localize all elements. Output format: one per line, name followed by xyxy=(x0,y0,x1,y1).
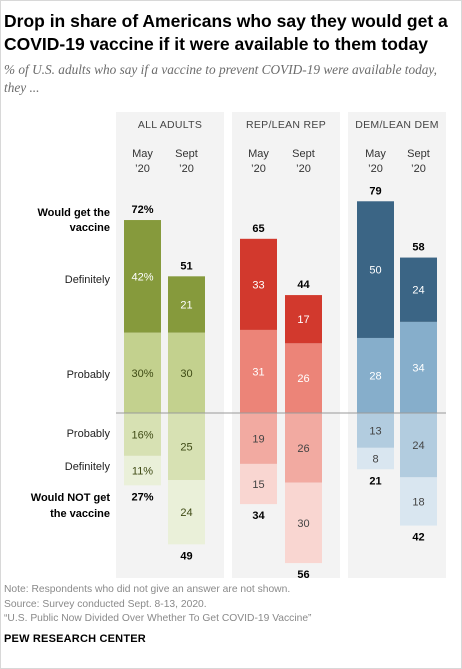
data-label-definitely: 17 xyxy=(297,314,309,326)
data-label-would-not-total: 42 xyxy=(412,532,424,544)
data-label-would-not-total: 34 xyxy=(252,510,265,522)
row-label-definitely-not: Definitely xyxy=(65,461,111,473)
column-header-month: Sept xyxy=(175,148,198,160)
bar-definitely-not-segment xyxy=(357,447,394,470)
group-header: REP/LEAN REP xyxy=(246,119,326,131)
column-header-month: May xyxy=(132,148,153,160)
group-header: ALL ADULTS xyxy=(138,119,202,131)
bar-probably-not-segment xyxy=(168,413,205,480)
bar-definitely-segment xyxy=(357,201,394,338)
bar-definitely-segment xyxy=(124,220,161,333)
row-label-would-not: Would NOT get xyxy=(31,492,111,504)
bar-definitely-not-segment xyxy=(168,480,205,545)
chart-subtitle: % of U.S. adults who say if a vaccine to… xyxy=(4,62,437,95)
data-label-probably-not: 24 xyxy=(412,440,424,452)
data-label-definitely-not: 15 xyxy=(252,479,264,491)
column-header-month: Sept xyxy=(407,148,430,160)
bar-definitely-segment xyxy=(240,238,277,330)
data-label-probably: 28 xyxy=(369,370,381,382)
row-label-definitely: Definitely xyxy=(65,274,111,286)
column-header-month: Sept xyxy=(292,148,315,160)
data-label-definitely-not: 11% xyxy=(132,466,153,478)
brand-logo-text: PEW RESEARCH CENTER xyxy=(4,633,146,645)
bar-definitely-segment xyxy=(168,276,205,333)
data-label-probably: 30 xyxy=(180,368,192,380)
data-label-would-get-total: 51 xyxy=(180,260,192,272)
data-label-would-get-total: 65 xyxy=(252,223,264,235)
bar-probably-not-segment xyxy=(124,413,161,456)
column-header-month: May xyxy=(248,148,269,160)
data-label-definitely-not: 8 xyxy=(372,454,378,466)
bar-probably-not-segment xyxy=(285,413,322,483)
data-label-probably: 31 xyxy=(252,366,264,378)
bar-probably-segment xyxy=(357,337,394,413)
bar-definitely-segment xyxy=(400,257,437,322)
report-title-text: “U.S. Public Now Divided Over Whether To… xyxy=(4,613,312,624)
bar-definitely-not-segment xyxy=(240,463,277,505)
bar-probably-not-segment xyxy=(357,413,394,448)
bar-probably-segment xyxy=(168,332,205,413)
data-label-definitely-not: 18 xyxy=(412,496,424,508)
row-label-probably-not: Probably xyxy=(67,428,111,440)
data-label-would-get-total: 79 xyxy=(369,185,381,197)
column-header-year: ’20 xyxy=(296,163,311,175)
bar-probably-not-segment xyxy=(240,413,277,464)
bar-probably-segment xyxy=(240,329,277,413)
row-label-probably: Probably xyxy=(67,369,111,381)
data-label-definitely: 21 xyxy=(180,299,192,311)
data-label-probably-not: 19 xyxy=(252,433,264,445)
data-label-probably: 30% xyxy=(131,368,153,380)
data-label-probably-not: 16% xyxy=(131,429,153,441)
bar-probably-segment xyxy=(285,343,322,413)
bar-probably-segment xyxy=(400,321,437,413)
row-label-would-get: vaccine xyxy=(70,222,110,234)
data-label-would-get-total: 72% xyxy=(131,204,153,216)
bar-definitely-segment xyxy=(285,295,322,344)
bar-definitely-not-segment xyxy=(285,482,322,564)
data-label-probably: 34 xyxy=(412,362,424,374)
bar-definitely-not-segment xyxy=(400,477,437,526)
column-header-month: May xyxy=(365,148,386,160)
footer-notes: Note: Respondents who did not give an an… xyxy=(4,583,456,627)
column-header-year: ’20 xyxy=(368,163,383,175)
column-header-year: ’20 xyxy=(135,163,150,175)
data-label-definitely: 50 xyxy=(369,265,381,277)
bar-probably-not-segment xyxy=(400,413,437,478)
data-label-probably-not: 13 xyxy=(369,425,381,437)
bar-definitely-not-segment xyxy=(124,455,161,486)
data-label-would-not-total: 49 xyxy=(180,550,192,562)
data-label-would-not-total: 21 xyxy=(369,475,381,487)
row-label-would-get: Would get the xyxy=(37,207,110,219)
data-label-probably-not: 25 xyxy=(180,442,192,454)
chart-title: Drop in share of Americans who say they … xyxy=(4,11,448,54)
data-label-would-not-total: 56 xyxy=(297,569,309,581)
data-label-would-get-total: 58 xyxy=(412,242,424,254)
data-label-definitely: 42% xyxy=(131,271,153,283)
data-label-definitely: 24 xyxy=(412,285,424,297)
row-label-would-not: the vaccine xyxy=(50,508,110,520)
data-label-definitely-not: 24 xyxy=(180,507,192,519)
data-label-would-not-total: 27% xyxy=(131,491,153,503)
data-label-probably-not: 26 xyxy=(297,443,309,455)
data-label-probably: 26 xyxy=(297,373,309,385)
note-text: Note: Respondents who did not give an an… xyxy=(4,584,291,595)
data-label-definitely-not: 30 xyxy=(297,518,309,530)
column-header-year: ’20 xyxy=(251,163,266,175)
bar-probably-segment xyxy=(124,332,161,413)
group-header: DEM/LEAN DEM xyxy=(355,119,439,131)
data-label-would-get-total: 44 xyxy=(297,279,310,291)
column-header-year: ’20 xyxy=(411,163,426,175)
data-label-definitely: 33 xyxy=(252,279,264,291)
column-header-year: ’20 xyxy=(179,163,194,175)
source-text: Source: Survey conducted Sept. 8-13, 202… xyxy=(4,598,207,610)
